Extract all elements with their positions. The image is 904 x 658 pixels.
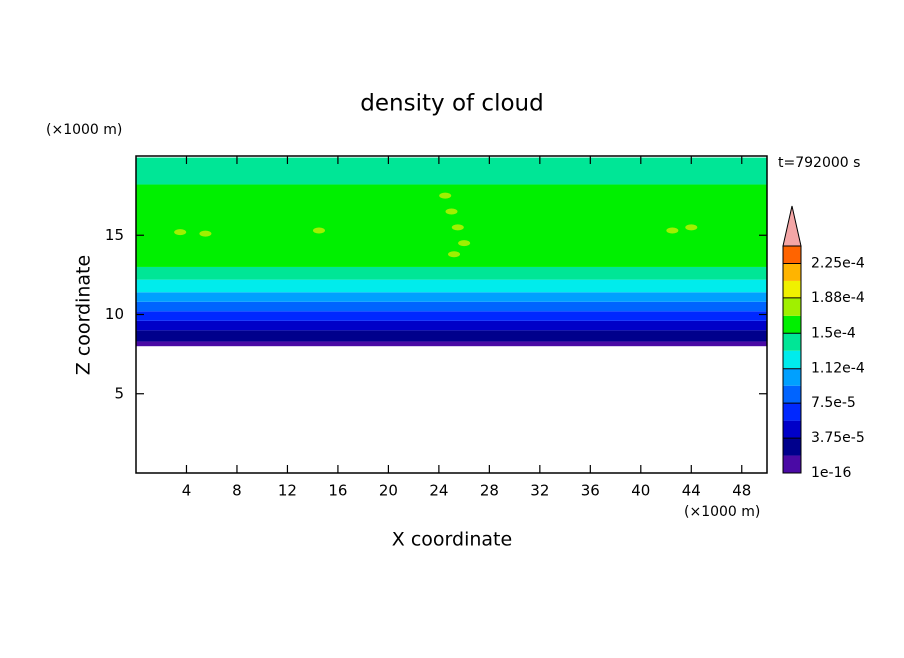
colorbar-box [783, 350, 801, 369]
colorbar-box [783, 420, 801, 439]
contour-spot [174, 229, 187, 236]
contour-spot [666, 227, 679, 234]
colorbar-box [783, 368, 801, 386]
y-tick-label: 15 [105, 226, 124, 244]
contour-spot [458, 240, 471, 247]
colorbar-box [783, 385, 801, 404]
contour-spot [445, 208, 458, 215]
contour-spot [312, 227, 325, 234]
x-tick-label: 48 [732, 482, 751, 500]
colorbar-box [783, 333, 801, 351]
colorbar-tick-label: 1e-16 [811, 465, 851, 481]
plot-field [136, 157, 767, 347]
x-unit: (×1000 m) [684, 504, 760, 520]
contour-band [136, 292, 767, 302]
contour-band [136, 266, 767, 280]
y-axis-label: Z coordinate [73, 255, 95, 375]
x-tick-label: 16 [328, 482, 347, 500]
colorbar-tick-label: 3.75e-5 [811, 430, 865, 446]
contour-band [136, 311, 767, 321]
x-tick-label: 20 [379, 482, 398, 500]
x-tick-label: 44 [682, 482, 701, 500]
contour-spot [199, 230, 212, 237]
chart-title: density of cloud [360, 91, 543, 117]
y-tick-label: 10 [105, 305, 124, 323]
contour-band [136, 330, 767, 342]
contour-spot [685, 224, 698, 231]
colorbar-box [783, 298, 801, 316]
contour-spot [451, 224, 464, 231]
colorbar-tick-label: 7.5e-5 [811, 395, 856, 411]
colorbar-box [783, 263, 801, 281]
colorbar-tick-label: 1.12e-4 [811, 361, 865, 377]
colorbar-box [783, 455, 801, 473]
colorbar-box [783, 280, 801, 299]
x-tick-label: 4 [182, 482, 192, 500]
x-tick-label: 32 [530, 482, 549, 500]
colorbar-tick-label: 1.5e-4 [811, 325, 856, 341]
contour-band [136, 301, 767, 312]
time-label: t=792000 s [778, 155, 860, 171]
contour-band [136, 279, 767, 293]
x-tick-label: 12 [278, 482, 297, 500]
x-axis-label: X coordinate [392, 529, 512, 551]
contour-spot [439, 192, 452, 199]
contour-spot [448, 251, 461, 258]
colorbar-box [783, 246, 801, 264]
x-tick-label: 8 [232, 482, 242, 500]
contour-band [136, 320, 767, 331]
colorbar-tick-label: 2.25e-4 [811, 255, 865, 271]
x-tick-label: 36 [581, 482, 600, 500]
colorbar-box [783, 438, 801, 456]
x-tick-label: 28 [480, 482, 499, 500]
colorbar-box [783, 315, 801, 334]
y-tick-label: 5 [114, 384, 124, 402]
contour-band [136, 157, 767, 185]
y-unit: (×1000 m) [46, 122, 122, 138]
x-tick-label: 24 [429, 482, 448, 500]
contour-band [136, 341, 767, 347]
x-tick-label: 40 [631, 482, 650, 500]
colorbar-tick-label: 1.88e-4 [811, 290, 865, 306]
colorbar-box [783, 403, 801, 421]
